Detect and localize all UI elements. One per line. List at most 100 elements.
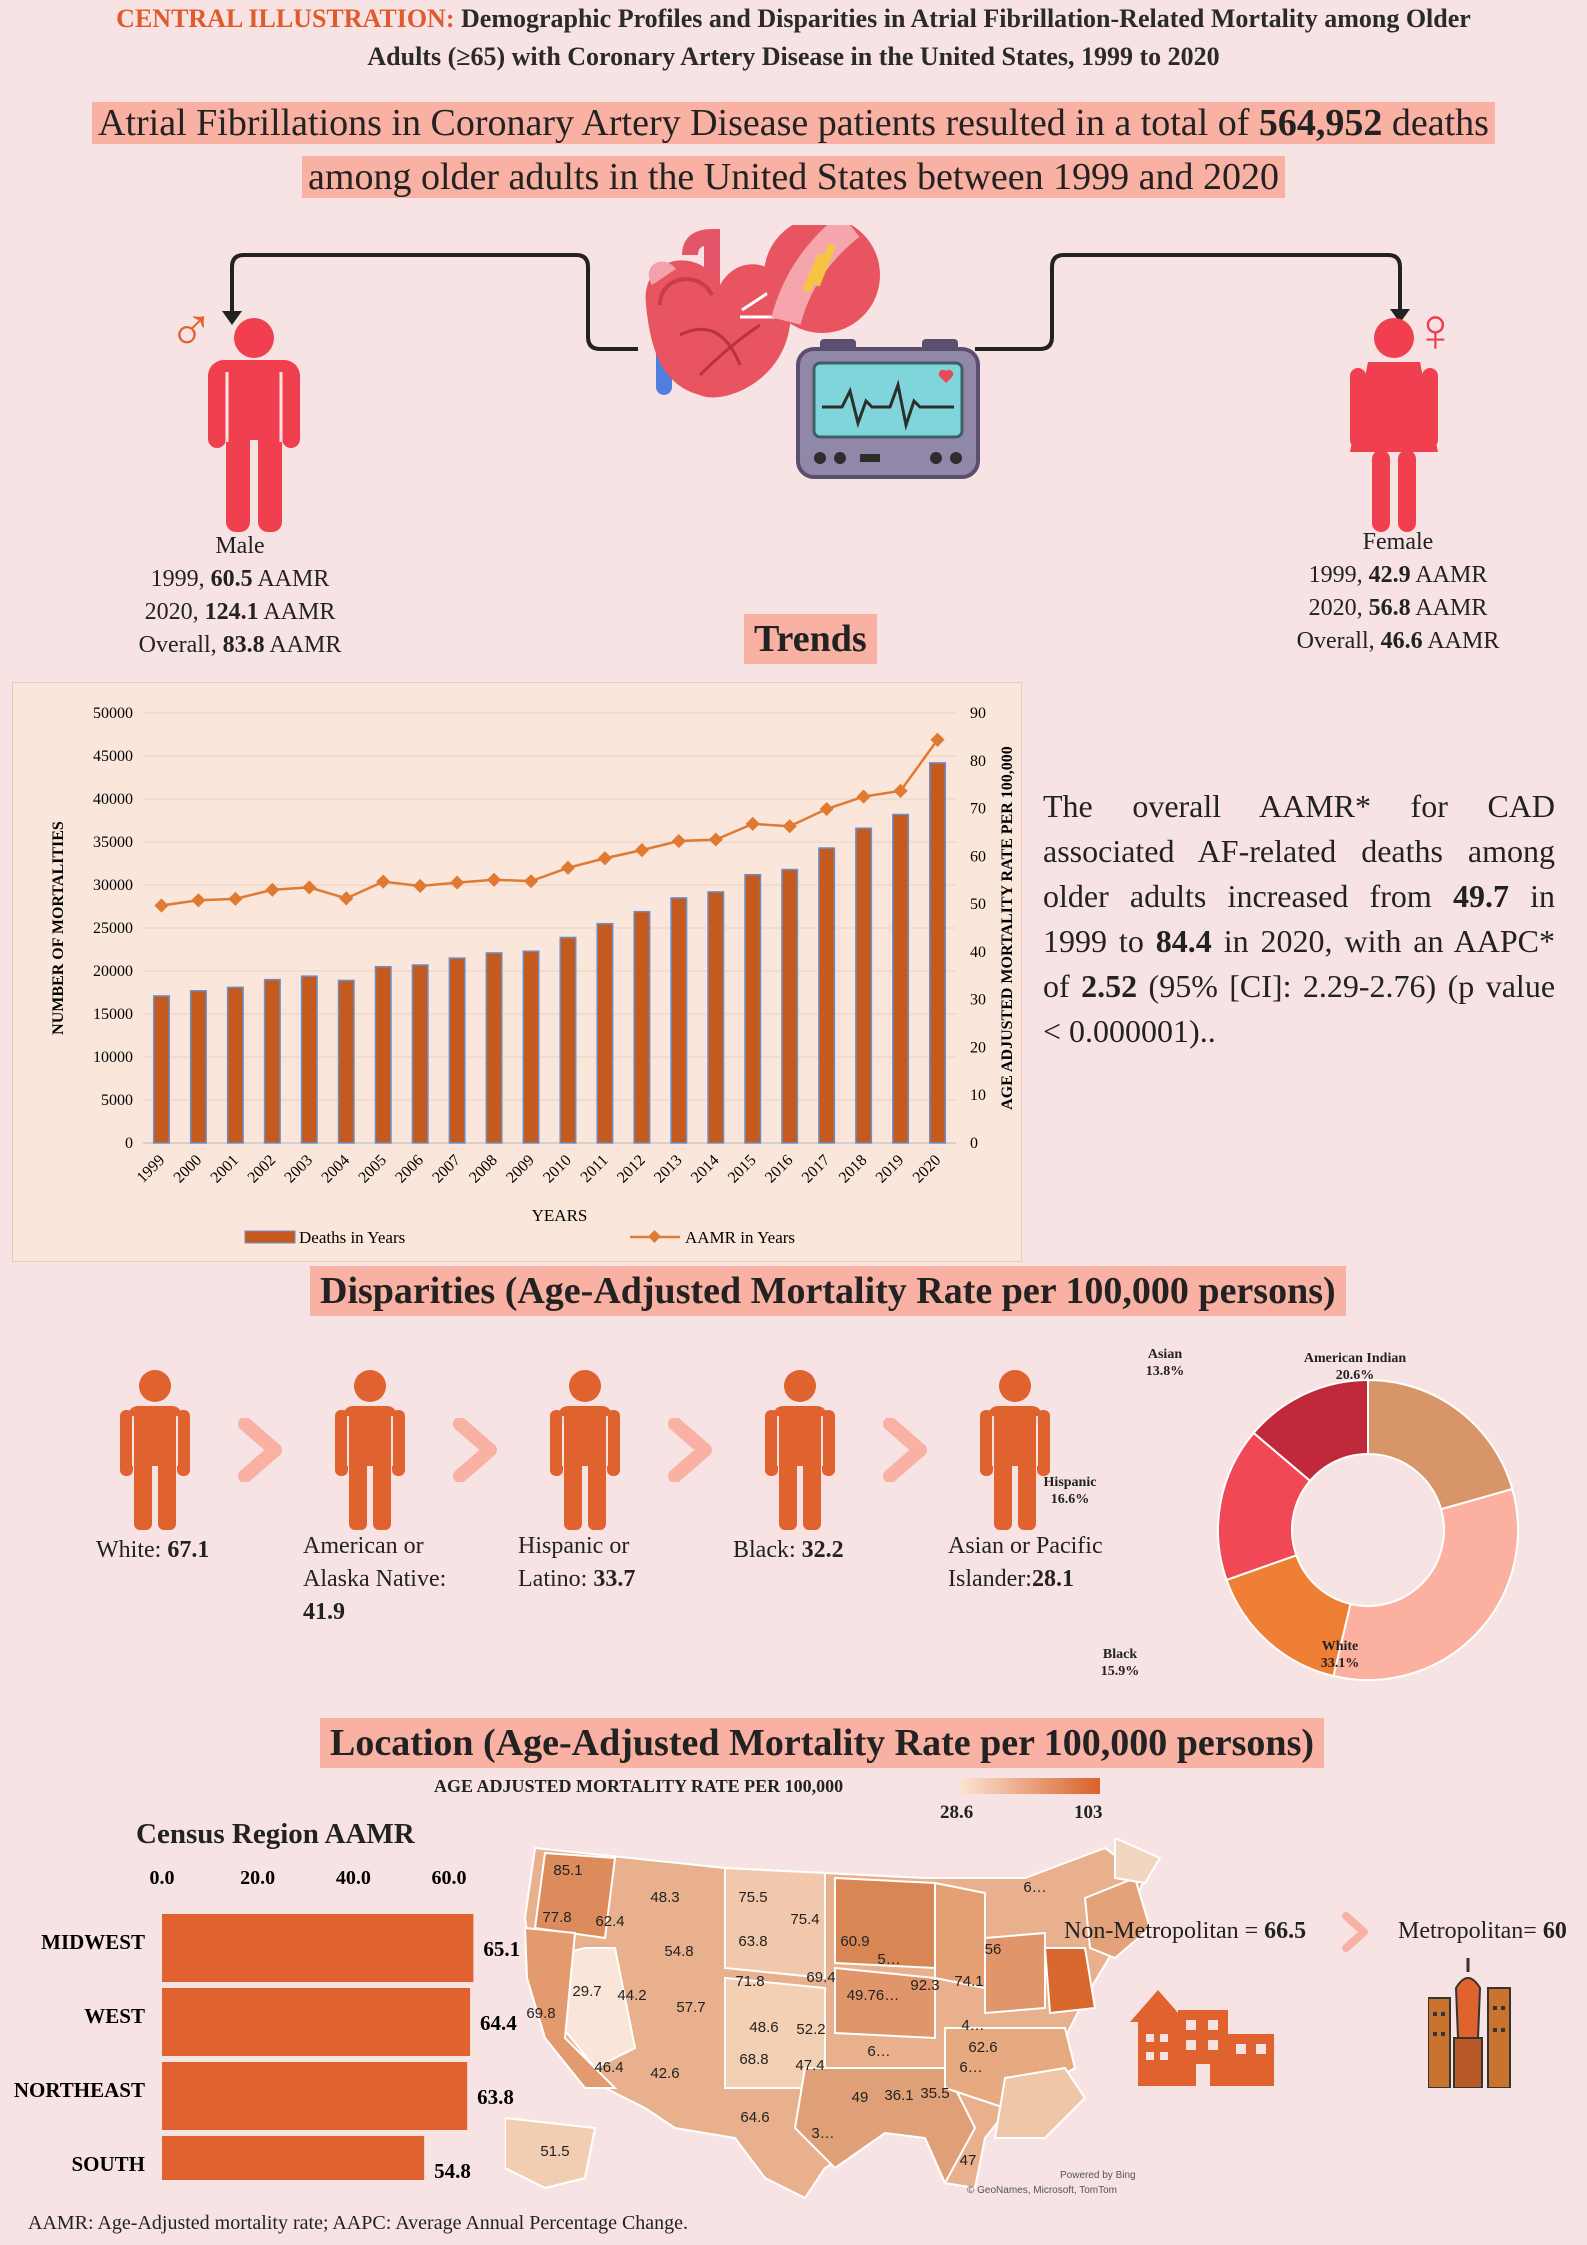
summary-aamr-2020: 84.4 — [1155, 923, 1212, 959]
female-overall-label: Overall, — [1296, 628, 1375, 654]
male-1999-value: 60.5 — [210, 566, 253, 592]
disparity-group-label: Alaska Native: — [303, 1566, 447, 1592]
map-state-value: 63.8 — [738, 1933, 767, 1950]
y2-tick-label: 10 — [970, 1087, 986, 1104]
map-state-value: 6… — [959, 2059, 982, 2076]
person-icon — [978, 1370, 1052, 1530]
statue-of-liberty-icon — [1428, 1958, 1511, 2088]
map-state-value: 54.8 — [664, 1943, 693, 1960]
x-tick-label: 2012 — [614, 1152, 649, 1187]
male-overall-label: Overall, — [138, 632, 217, 658]
x-tick-label: 2016 — [762, 1152, 797, 1187]
male-arrow-icon — [222, 311, 242, 325]
disparity-group-label: American or — [303, 1533, 424, 1559]
bar-deaths-2017 — [818, 847, 836, 1144]
female-1999-year: 1999, — [1308, 562, 1363, 588]
map-state-value: 68.8 — [739, 2051, 768, 2068]
metro-value: 60 — [1542, 1918, 1567, 1944]
donut-label-value: 33.1% — [1320, 1656, 1360, 1671]
donut-slice-asian — [1252, 1378, 1369, 1483]
x-tick-label: 2014 — [688, 1152, 723, 1187]
y-tick-label: 0 — [125, 1135, 133, 1152]
map-state-value: 46.4 — [594, 2059, 623, 2076]
footer-note: AAMR: Age-Adjusted mortality rate; AAPC:… — [28, 2212, 689, 2234]
y-tick-label: 45000 — [93, 748, 133, 765]
aamr-point-2001 — [228, 891, 243, 906]
x-tick-label: 2005 — [355, 1152, 390, 1187]
disparity-group-value: 28.1 — [1031, 1566, 1074, 1592]
female-figure-icon — [1350, 318, 1438, 532]
summary-text-3: in 2020, with an AAPC* of — [1043, 923, 1556, 1004]
donut-label: Hispanic 16.6% — [1025, 1474, 1115, 1508]
map-legend-min: 28.6 — [940, 1802, 974, 1823]
disparities-title: Disparities (Age-Adjusted Mortality Rate… — [310, 1266, 1346, 1316]
map-region-mountain — [724, 1866, 826, 1980]
rural-buildings-icon — [1130, 1990, 1274, 2086]
map-state-value: 35.5 — [920, 2085, 949, 2102]
y2-axis-label: AGE ADJUSTED MORTALITY RATE PER 100,000 — [999, 746, 1016, 1110]
metro-aamr: Metropolitan= 60 — [1398, 1918, 1567, 1945]
male-connector-line — [230, 253, 638, 351]
bar-deaths-2007 — [448, 957, 466, 1144]
legend-line-label: AAMR in Years — [685, 1228, 795, 1247]
race-donut-chart — [1217, 1378, 1519, 1681]
map-region-ohio — [1043, 1947, 1097, 2015]
aamr-point-2000 — [191, 893, 206, 908]
map-legend-title: AGE ADJUSTED MORTALITY RATE PER 100,000 — [434, 1776, 844, 1796]
female-arrow-icon — [1390, 309, 1410, 323]
summary-aamr-1999: 49.7 — [1452, 878, 1509, 914]
census-bar-west — [162, 1988, 471, 2056]
x-tick-label: 2003 — [281, 1152, 316, 1187]
census-bar-northeast — [162, 2062, 468, 2130]
aamr-point-2009 — [523, 874, 539, 889]
map-state-value: 92.3 — [910, 1977, 939, 1994]
donut-label: Black 15.9% — [1075, 1646, 1165, 1680]
male-label: Male — [215, 533, 265, 559]
disparity-group: Hispanic or Latino: 33.7 — [518, 1530, 718, 1596]
map-state-value: 48.6 — [749, 2019, 778, 2036]
disparity-group-label: Asian or Pacific — [948, 1533, 1103, 1559]
census-bar-midwest — [162, 1914, 474, 1982]
x-tick-label: 2006 — [392, 1152, 427, 1187]
y2-tick-label: 40 — [970, 944, 986, 961]
census-region-label: MIDWEST — [41, 1930, 145, 1954]
chevron-right-icon — [880, 1417, 930, 1483]
person-icon — [118, 1370, 192, 1530]
map-state-value: 52.2 — [796, 2021, 825, 2038]
male-2020-value: 124.1 — [204, 599, 259, 625]
bar-deaths-2000 — [189, 990, 207, 1144]
aamr-point-2011 — [597, 851, 613, 866]
bar-deaths-2016 — [781, 868, 799, 1144]
disparity-group-label: Black: — [733, 1537, 796, 1563]
bar-deaths-2010 — [559, 936, 577, 1144]
y2-tick-label: 90 — [970, 705, 986, 722]
disparity-group-value: 33.7 — [587, 1566, 636, 1592]
male-stats: Male 1999, 60.5 AAMR 2020, 124.1 AAMR Ov… — [90, 530, 390, 662]
map-legend-max: 103 — [1074, 1802, 1103, 1823]
map-credit-bing: Powered by Bing — [1060, 2170, 1136, 2181]
donut-label-value: 20.6% — [1335, 1368, 1375, 1383]
x-tick-label: 2010 — [540, 1152, 575, 1187]
male-overall-unit: AAMR — [269, 632, 342, 658]
donut-label-value: 15.9% — [1100, 1664, 1140, 1679]
title-lead: CENTRAL ILLUSTRATION: — [116, 4, 455, 33]
bar-deaths-2002 — [263, 978, 281, 1144]
female-1999-value: 42.9 — [1368, 562, 1411, 588]
aamr-line — [161, 739, 939, 907]
disparities-row: White: 67.1 American or Alaska Native: 41.9… — [0, 1370, 1160, 1630]
female-symbol-icon: ♀ — [1412, 297, 1459, 365]
map-region-southeast — [993, 2066, 1087, 2139]
census-value-label: 64.4 — [480, 2011, 517, 2035]
map-region-central-plains — [834, 1966, 936, 2040]
person-icon — [333, 1370, 407, 1530]
map-state-value: 64.6 — [740, 2109, 769, 2126]
census-region-chart: 0.0 20.0 40.0 60.0 MIDWEST 65.1 WEST 64.4 NORTHE… — [14, 1867, 520, 2180]
disparity-group-value: 67.1 — [161, 1537, 210, 1563]
donut-label-name: Asian — [1147, 1347, 1183, 1362]
map-state-value: 85.1 — [553, 1862, 582, 1879]
male-symbol-icon: ♂ — [168, 297, 215, 365]
map-state-value: 48.3 — [650, 1889, 679, 1906]
bar-deaths-2004 — [337, 979, 355, 1144]
female-2020-unit: AAMR — [1415, 595, 1488, 621]
male-figure-icon — [208, 318, 300, 532]
